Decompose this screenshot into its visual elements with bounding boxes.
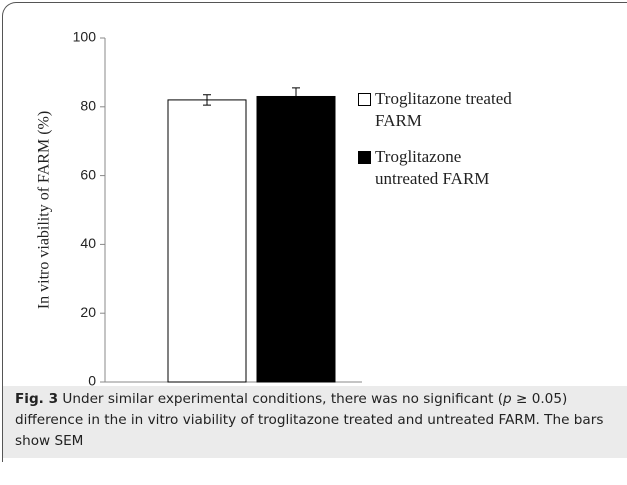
legend-label: Troglitazone untreated FARM [375,147,490,188]
y-axis-label: In vitro viability of FARM (%) [36,111,53,309]
legend-label: Troglitazone treated FARM [375,89,512,130]
caption: Fig. 3 Under similar experimental condit… [3,386,627,458]
legend-swatch [358,93,371,106]
legend-swatch [358,151,371,164]
y-tick-label: 60 [80,166,96,182]
y-tick-label: 40 [80,235,96,251]
legend-entry: Troglitazone untreated FARM [356,146,596,190]
legend: Troglitazone treated FARM Troglitazone un… [356,88,596,204]
y-tick-label: 20 [80,304,96,320]
caption-label: Fig. 3 [15,391,59,407]
caption-italic: p [503,391,512,407]
caption-text: Under similar experimental conditions, t… [62,391,504,407]
y-tick-label: 80 [80,98,96,114]
figure-frame [2,2,627,462]
legend-entry: Troglitazone treated FARM [356,88,596,132]
bar [256,95,336,383]
bar [167,99,247,383]
y-tick-label: 0 [88,373,96,389]
error-bar [203,94,211,106]
y-tick-label: 100 [73,29,97,45]
error-bar [292,87,300,106]
caption-text: ≥ 0.05) difference in the in vitro viabi… [15,391,604,449]
